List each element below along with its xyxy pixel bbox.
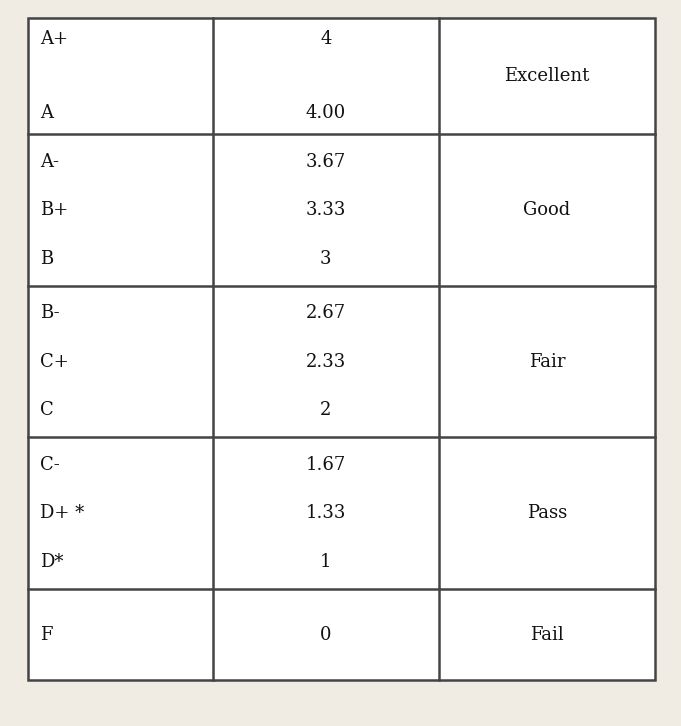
Text: B: B xyxy=(40,250,53,268)
Text: B+: B+ xyxy=(40,201,68,219)
Text: Fair: Fair xyxy=(528,353,565,371)
Text: F: F xyxy=(40,626,52,643)
Text: 1.33: 1.33 xyxy=(306,505,346,522)
Text: 4: 4 xyxy=(320,30,332,48)
Text: Excellent: Excellent xyxy=(504,67,590,85)
Text: 3: 3 xyxy=(320,250,332,268)
Text: 3.33: 3.33 xyxy=(306,201,346,219)
Text: 0: 0 xyxy=(320,626,332,643)
Text: A: A xyxy=(40,105,53,122)
Text: 1.67: 1.67 xyxy=(306,456,346,474)
Text: 1: 1 xyxy=(320,552,332,571)
Text: B-: B- xyxy=(40,304,60,322)
Text: 4.00: 4.00 xyxy=(306,105,346,122)
Text: Good: Good xyxy=(523,201,571,219)
Text: Pass: Pass xyxy=(526,505,567,522)
Text: C: C xyxy=(40,401,54,419)
Text: D+ *: D+ * xyxy=(40,505,84,522)
Text: A+: A+ xyxy=(40,30,68,48)
Text: 3.67: 3.67 xyxy=(306,152,346,171)
Text: D*: D* xyxy=(40,552,63,571)
Text: 2.67: 2.67 xyxy=(306,304,346,322)
Text: C-: C- xyxy=(40,456,60,474)
Text: 2: 2 xyxy=(320,401,332,419)
Text: Fail: Fail xyxy=(530,626,564,643)
Text: 2.33: 2.33 xyxy=(306,353,346,371)
Text: A-: A- xyxy=(40,152,59,171)
Text: C+: C+ xyxy=(40,353,69,371)
